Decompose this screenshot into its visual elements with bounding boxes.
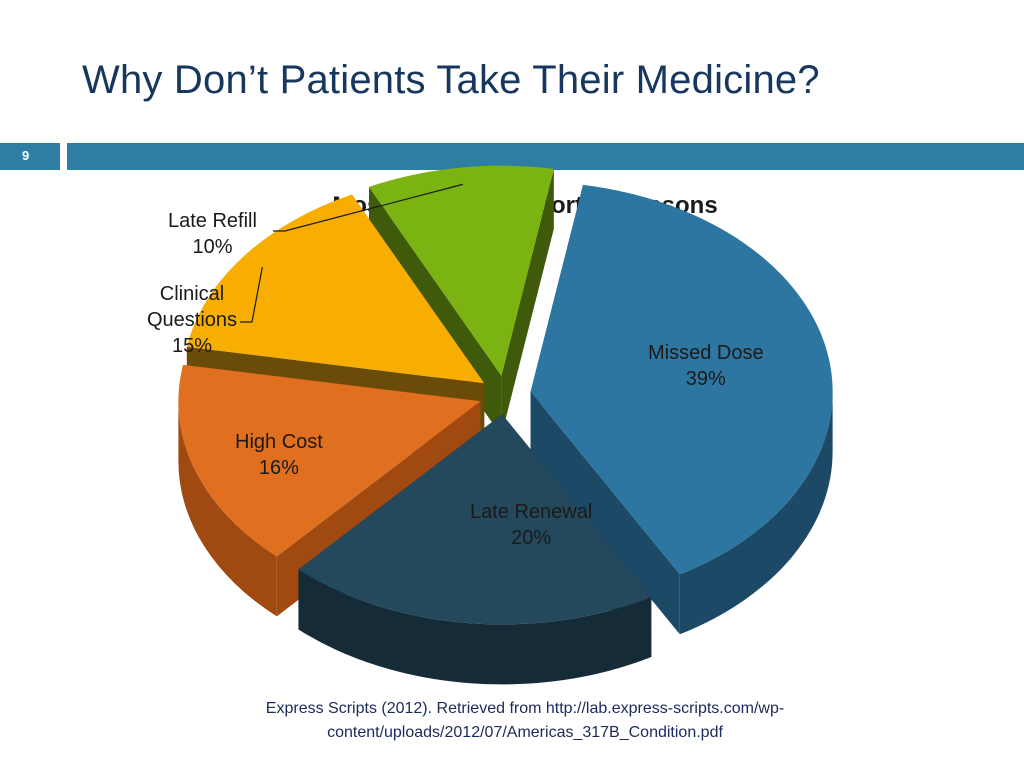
pie-slice-missed-dose [530, 184, 833, 635]
slide-title: Why Don’t Patients Take Their Medicine? [82, 58, 820, 102]
label-late-renewal-name: Late Renewal [470, 501, 593, 523]
label-missed-dose-name: Missed Dose [648, 342, 764, 364]
label-late-renewal: Late Renewal 20% [470, 499, 592, 551]
source-line-1: Express Scripts (2012). Retrieved from h… [265, 700, 785, 717]
title-underline-bar [67, 143, 1024, 170]
label-late-refill-name: Late Refill [168, 210, 257, 232]
slide-number-box: 9 [0, 143, 60, 170]
slide-number: 9 [22, 148, 30, 163]
source-line-2: content/uploads/2012/07/Americas_317B_Co… [327, 724, 723, 741]
label-high-cost-name: High Cost [235, 431, 323, 453]
pie-slice-clinical-questions-top [186, 194, 485, 384]
pie-slice-high-cost-side [178, 401, 277, 617]
pie-slice-missed-dose-cut-1 [530, 391, 680, 635]
pie-slice-missed-dose-side [679, 391, 833, 635]
label-high-cost: High Cost 16% [235, 429, 323, 481]
label-late-refill: Late Refill 10% [168, 208, 257, 260]
pie-slice-late-renewal-top [298, 414, 652, 625]
leader-line-late-refill [273, 183, 463, 232]
label-missed-dose: Missed Dose 39% [648, 340, 764, 392]
source-citation: Express Scripts (2012). Retrieved from h… [180, 697, 870, 745]
label-clinical-questions: Clinical Questions 15% [140, 281, 244, 359]
pie-slice-late-refill-cut-1 [501, 168, 554, 436]
label-clinical-questions-pct: 15% [171, 335, 213, 357]
label-clinical-questions-name: Clinical Questions [146, 283, 238, 331]
pie-slice-late-renewal-side [298, 569, 652, 685]
pie-slice-missed-dose-top [530, 184, 833, 575]
pie-slice-late-refill-top [368, 165, 554, 376]
label-missed-dose-pct: 39% [685, 368, 726, 390]
pie-slice-late-renewal [298, 414, 652, 685]
label-late-refill-pct: 10% [192, 236, 233, 258]
label-high-cost-pct: 16% [258, 457, 299, 479]
leader-line-clinical-questions [240, 266, 263, 323]
label-late-renewal-pct: 20% [511, 527, 552, 549]
pie-slice-high-cost-top [178, 364, 481, 557]
